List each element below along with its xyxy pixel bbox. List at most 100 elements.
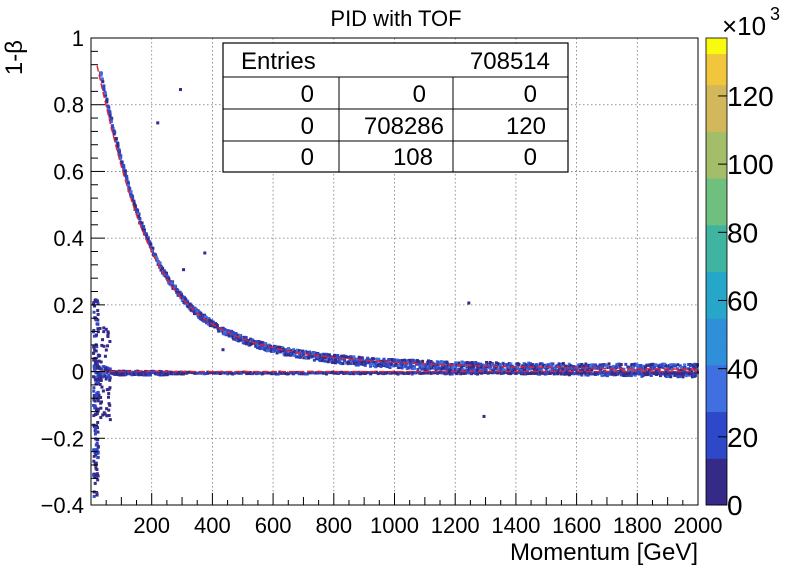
heatmap-cell [549,363,553,367]
heatmap-cell [367,360,371,364]
heatmap-cell [349,371,353,375]
heatmap-cell [593,370,597,374]
heatmap-cell [496,367,500,371]
heatmap-cell [683,366,687,370]
y-tick-label: 0.4 [53,226,84,251]
heatmap-cell [102,372,106,376]
heatmap-cell [406,360,410,364]
heatmap-cell [465,361,469,365]
heatmap-cell [314,355,318,359]
heatmap-cell [692,364,696,368]
heatmap-cell [92,459,96,463]
heatmap-cell [358,362,362,366]
heatmap-cell [395,371,399,375]
fit-curve [96,65,698,370]
heatmap-cell [261,371,265,375]
heatmap-cell [92,494,96,498]
heatmap-cell [115,372,119,376]
colorbar-segment [706,224,727,241]
heatmap-cell [253,342,257,346]
heatmap-cell [333,361,337,365]
heatmap-cell [372,360,376,364]
colorbar-segment [706,427,727,444]
heatmap-cell [654,363,658,367]
heatmap-cell [243,341,247,345]
heatmap-cell [601,365,605,369]
heatmap-cell [684,371,688,375]
heatmap-cell [97,393,101,397]
heatmap-cell [632,371,636,375]
heatmap-cell [107,373,111,377]
heatmap-cell [526,372,530,376]
heatmap-cell [528,363,532,367]
heatmap-cell [352,372,356,376]
heatmap-cell [459,372,463,376]
heatmap-cell [484,369,488,373]
heatmap-cell [683,363,687,367]
heatmap-cell [619,362,623,366]
heatmap-cell [232,337,236,341]
heatmap-cell [479,368,483,372]
heatmap-cell [493,371,497,375]
heatmap-cell [516,365,520,369]
heatmap-cell [452,370,456,374]
heatmap-cell [194,307,198,311]
heatmap-cell [96,451,100,455]
heatmap-cell [106,330,110,334]
stats-cell: 0 [413,81,426,108]
heatmap-cell [427,364,431,368]
heatmap-cell [388,364,392,368]
heatmap-cell [99,379,103,383]
heatmap-cell [167,277,171,281]
colorbar-exponent-base: ×10 [722,11,766,41]
heatmap-cell [258,371,262,375]
heatmap-cell [108,386,112,390]
heatmap-cell [676,363,680,367]
heatmap-cell [466,369,470,373]
heatmap-cell [176,370,180,374]
heatmap-cell [122,164,126,168]
heatmap-cell [93,412,97,416]
colorbar-tick-label: 0 [727,490,743,521]
heatmap-cell [103,354,107,358]
heatmap-cell [560,363,564,367]
heatmap-cell [586,373,590,377]
heatmap-cell [411,371,415,375]
heatmap-cell [524,372,528,376]
heatmap-cell [442,366,446,370]
heatmap-cell [132,202,136,206]
heatmap-cell [397,365,401,369]
heatmap-cell [92,301,96,305]
heatmap-cell [449,368,453,372]
heatmap-cell [239,371,243,375]
heatmap-cell [129,190,133,194]
heatmap-cell [561,367,565,371]
heatmap-cell [174,288,178,292]
heatmap-cell [549,371,553,375]
heatmap-cell [289,352,293,356]
heatmap-cell [207,316,211,320]
heatmap-cell [107,402,111,406]
heatmap-cell [562,371,566,375]
heatmap-cell [94,443,98,447]
heatmap-cell [128,192,132,196]
heatmap-cell [96,399,100,403]
stats-cell: 708286 [364,113,444,140]
heatmap-cell [94,474,98,478]
heatmap-cell [660,371,664,375]
heatmap-cell [116,149,120,153]
heatmap-cell [501,371,505,375]
heatmap-cell [481,371,485,375]
heatmap-cell [106,366,110,370]
heatmap-cell [585,364,589,368]
heatmap-cell [259,340,263,344]
heatmap-cell [546,363,550,367]
heatmap-cell [101,389,105,393]
heatmap-cell [96,390,100,394]
heatmap-cell [95,363,99,367]
heatmap-cell [372,363,376,367]
heatmap-cell [96,382,100,386]
heatmap-cell [320,371,324,375]
heatmap-cell [97,396,101,400]
heatmap-cell [312,358,316,362]
